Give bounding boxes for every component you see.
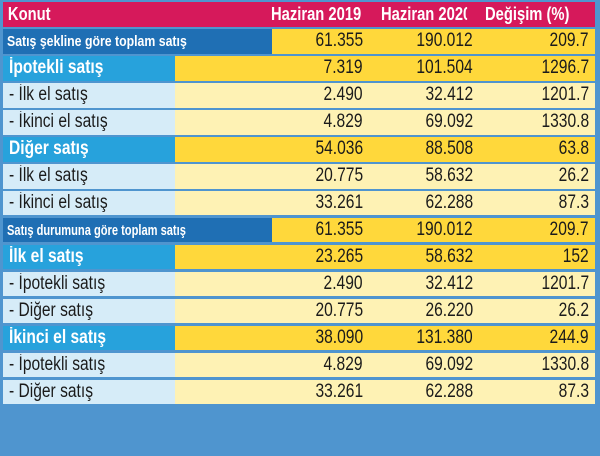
value-2020: 32.412 bbox=[425, 273, 473, 295]
value-2019: 2.490 bbox=[324, 273, 363, 295]
value-2020: 69.092 bbox=[425, 111, 473, 133]
header-haziran-2020: Haziran 2020 bbox=[380, 3, 467, 24]
value-change: 26.2 bbox=[558, 300, 589, 322]
value-2020: 62.288 bbox=[425, 192, 473, 214]
row-label: - İkinci el satış bbox=[3, 109, 175, 135]
value-2019: 4.829 bbox=[324, 354, 363, 376]
value-change: 209.7 bbox=[550, 30, 589, 52]
row-label: Satış şekline göre toplam satış bbox=[3, 28, 272, 54]
value-2019: 33.261 bbox=[315, 192, 363, 214]
row-label: - İpotekli satış bbox=[3, 352, 175, 378]
value-change: 1201.7 bbox=[541, 273, 589, 295]
value-2020: 62.288 bbox=[425, 381, 473, 403]
table-row: - İpotekli satış 2.490 32.412 1201.7 bbox=[3, 271, 595, 297]
value-2019: 20.775 bbox=[315, 165, 363, 187]
value-2019: 4.829 bbox=[324, 111, 363, 133]
value-2020: 26.220 bbox=[425, 300, 473, 322]
value-change: 209.7 bbox=[550, 219, 589, 241]
value-2020: 190.012 bbox=[416, 219, 473, 241]
row-label: - İlk el satış bbox=[3, 163, 175, 189]
table-header: Konut Haziran 2019 Haziran 2020 Değişim … bbox=[3, 2, 595, 27]
table-row: - İlk el satış 2.490 32.412 1201.7 bbox=[3, 82, 595, 108]
value-change: 1330.8 bbox=[541, 111, 589, 133]
value-2019: 33.261 bbox=[315, 381, 363, 403]
table-row: İpotekli satış 7.319 101.504 1296.7 bbox=[3, 55, 595, 81]
table-row: - İlk el satış 20.775 58.632 26.2 bbox=[3, 163, 595, 189]
value-2020: 190.012 bbox=[416, 30, 473, 52]
row-label: Diğer satış bbox=[3, 136, 175, 162]
value-2020: 88.508 bbox=[425, 138, 473, 160]
value-2019: 7.319 bbox=[324, 57, 363, 79]
header-haziran-2019: Haziran 2019 bbox=[271, 3, 362, 24]
value-2020: 101.504 bbox=[416, 57, 473, 79]
value-change: 63.8 bbox=[558, 138, 589, 160]
row-label: İkinci el satış bbox=[3, 325, 175, 351]
value-2019: 61.355 bbox=[315, 219, 363, 241]
table-row: Diğer satış 54.036 88.508 63.8 bbox=[3, 136, 595, 162]
table-row: Satış durumuna göre toplam satış 61.355 … bbox=[3, 217, 595, 243]
value-change: 1201.7 bbox=[541, 84, 589, 106]
row-label: - Diğer satış bbox=[3, 298, 175, 324]
value-2020: 32.412 bbox=[425, 84, 473, 106]
row-label: - İkinci el satış bbox=[3, 190, 175, 216]
value-2020: 69.092 bbox=[425, 354, 473, 376]
value-2019: 23.265 bbox=[315, 246, 363, 268]
table-row: İkinci el satış 38.090 131.380 244.9 bbox=[3, 325, 595, 351]
row-label: - Diğer satış bbox=[3, 379, 175, 405]
header-degisim: Değişim (%) bbox=[485, 3, 570, 24]
value-2020: 58.632 bbox=[425, 165, 473, 187]
housing-sales-table: Konut Haziran 2019 Haziran 2020 Değişim … bbox=[3, 2, 595, 407]
table-row: - Diğer satış 33.261 62.288 87.3 bbox=[3, 379, 595, 405]
value-change: 152 bbox=[563, 246, 589, 268]
row-label: - İpotekli satış bbox=[3, 271, 175, 297]
table-row: - Diğer satış 20.775 26.220 26.2 bbox=[3, 298, 595, 324]
value-2020: 58.632 bbox=[425, 246, 473, 268]
value-2019: 38.090 bbox=[315, 327, 363, 349]
row-label: - İlk el satış bbox=[3, 82, 175, 108]
table-row: - İpotekli satış 4.829 69.092 1330.8 bbox=[3, 352, 595, 378]
value-2019: 20.775 bbox=[315, 300, 363, 322]
value-2019: 54.036 bbox=[315, 138, 363, 160]
table-row: İlk el satış 23.265 58.632 152 bbox=[3, 244, 595, 270]
value-2019: 61.355 bbox=[315, 30, 363, 52]
value-change: 244.9 bbox=[550, 327, 589, 349]
value-change: 1330.8 bbox=[541, 354, 589, 376]
value-change: 26.2 bbox=[558, 165, 589, 187]
value-change: 87.3 bbox=[558, 381, 589, 403]
table-row: - İkinci el satış 33.261 62.288 87.3 bbox=[3, 190, 595, 216]
row-label: Satış durumuna göre toplam satış bbox=[3, 217, 272, 243]
value-change: 1296.7 bbox=[541, 57, 589, 79]
value-2020: 131.380 bbox=[416, 327, 473, 349]
row-label: İpotekli satış bbox=[3, 55, 175, 81]
header-konut: Konut bbox=[7, 3, 51, 24]
value-2019: 2.490 bbox=[324, 84, 363, 106]
table-row: Satış şekline göre toplam satış 61.355 1… bbox=[3, 28, 595, 54]
table-row: - İkinci el satış 4.829 69.092 1330.8 bbox=[3, 109, 595, 135]
row-label: İlk el satış bbox=[3, 244, 175, 270]
value-change: 87.3 bbox=[558, 192, 589, 214]
